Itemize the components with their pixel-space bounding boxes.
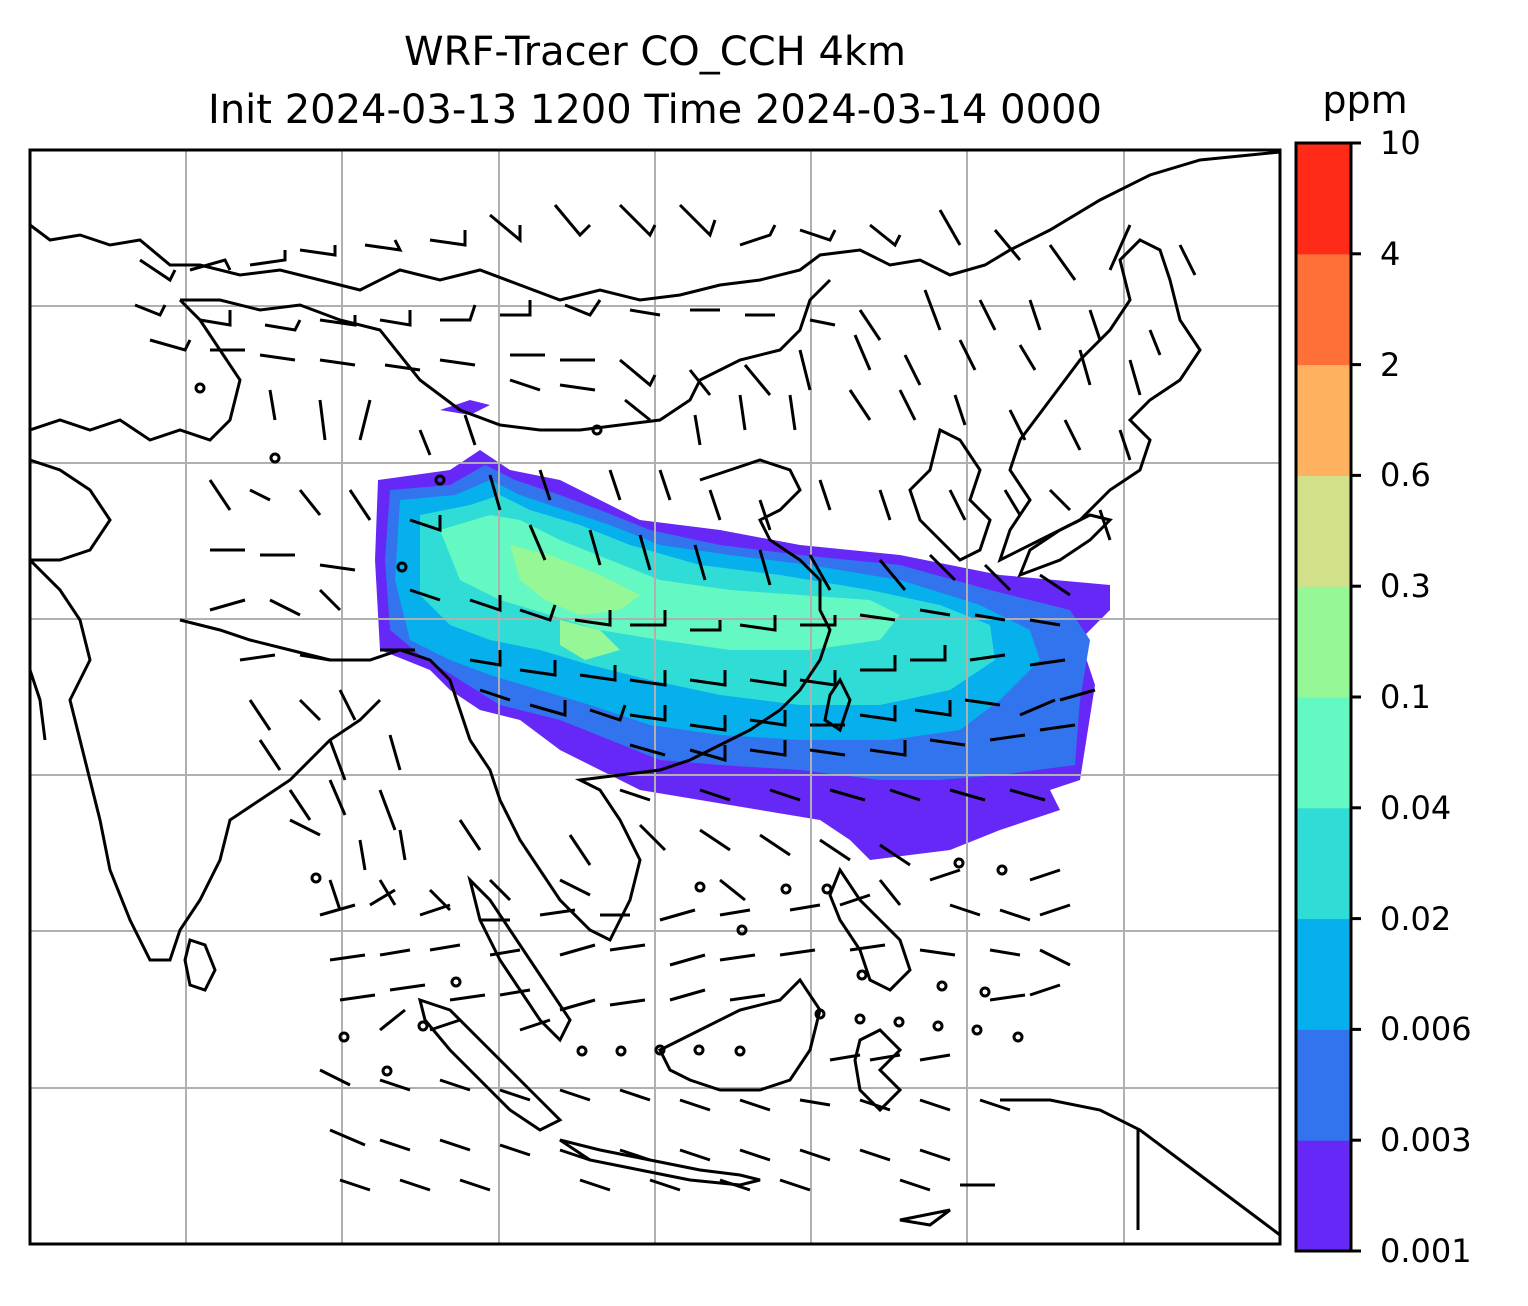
coast-borneo (657, 977, 822, 1092)
colorbar-tick-label: 4 (1380, 234, 1401, 273)
coast-mongolia-border (180, 278, 832, 432)
coast-sumatra (417, 997, 563, 1132)
colorbar-segment (1296, 1140, 1351, 1252)
coast-india (30, 558, 382, 962)
plume-fragment (440, 400, 490, 415)
coast-japan (997, 238, 1202, 563)
colorbar-tick-label: 0.6 (1380, 456, 1431, 495)
colorbar-tick-label: 0.006 (1380, 1010, 1472, 1049)
colorbar-tick-label: 0.1 (1380, 678, 1431, 716)
calm-wind-markers (194, 382, 1024, 1077)
colorbar-segment (1296, 475, 1351, 587)
colorbar (1294, 141, 1361, 1253)
coast-china-east (619, 458, 832, 777)
plume-level-6 (510, 545, 640, 615)
plume-level-6b (560, 620, 620, 660)
colorbar-tick-label: 0.001 (1380, 1232, 1472, 1270)
colorbar-segment (1296, 143, 1351, 255)
colorbar-segment (1296, 253, 1351, 366)
map-border (28, 148, 1282, 1246)
colorbar-segment (1296, 1029, 1351, 1141)
coast-north-asia (30, 150, 1280, 302)
wind-barbs (134, 203, 1197, 1192)
colorbar-segment (1296, 807, 1351, 920)
plume-level-5 (440, 515, 900, 650)
coast-new-guinea (1000, 1098, 1280, 1237)
coast-indochina (468, 739, 642, 943)
coast-philippines (828, 866, 912, 992)
colorbar-tick-label: 10 (1380, 124, 1421, 162)
tracer-plume (375, 400, 1110, 860)
coast-japan-south (1017, 513, 1113, 578)
colorbar-segment (1296, 586, 1351, 698)
colorbar-segment (1296, 918, 1351, 1030)
colorbar-tick-label: 2 (1380, 345, 1401, 384)
colorbar-segment (1296, 364, 1351, 476)
coast-himalaya (179, 618, 472, 741)
coast-sulawesi (853, 1028, 903, 1113)
coast-arabia-sea (30, 669, 47, 741)
colorbar-tick-label: 0.003 (1380, 1121, 1472, 1160)
coast-srilanka (183, 938, 217, 992)
colorbar-unit: ppm (1322, 78, 1408, 122)
colorbar-tick-label: 0.02 (1380, 899, 1452, 938)
colorbar-segment (1296, 697, 1351, 809)
map-subtitle: Init 2024-03-13 1200 Time 2024-03-14 000… (208, 87, 1102, 133)
colorbar-tick-label: 0.3 (1380, 567, 1431, 606)
colorbar-tick-label: 0.04 (1380, 788, 1452, 827)
coast-central-asia (30, 298, 242, 442)
coast-java (559, 1138, 761, 1187)
map-title: WRF-Tracer CO_CCH 4km (403, 29, 907, 75)
coast-korea (908, 427, 992, 562)
coast-west-asia (30, 458, 112, 562)
coast-timor (899, 1208, 951, 1227)
map-area (30, 150, 1280, 1244)
